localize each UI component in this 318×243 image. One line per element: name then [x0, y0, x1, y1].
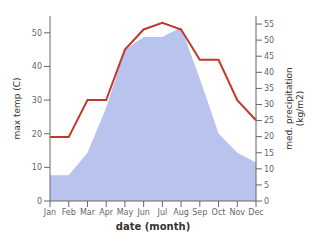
svg-text:10: 10	[264, 165, 274, 174]
svg-text:Feb: Feb	[62, 208, 76, 217]
svg-text:Nov: Nov	[229, 208, 245, 217]
svg-text:30: 30	[264, 100, 274, 109]
svg-text:Oct: Oct	[212, 208, 226, 217]
svg-text:20: 20	[264, 132, 274, 141]
svg-text:5: 5	[264, 181, 269, 190]
svg-text:May: May	[117, 208, 134, 217]
svg-text:Jul: Jul	[157, 208, 168, 217]
svg-text:Mar: Mar	[80, 208, 96, 217]
svg-text:15: 15	[264, 149, 274, 158]
svg-text:20: 20	[32, 130, 42, 139]
svg-text:Dec: Dec	[248, 208, 263, 217]
svg-text:40: 40	[32, 62, 42, 71]
svg-text:35: 35	[264, 84, 274, 93]
svg-text:0: 0	[37, 197, 42, 206]
svg-text:45: 45	[264, 52, 274, 61]
svg-text:10: 10	[32, 163, 42, 172]
svg-text:55: 55	[264, 20, 274, 29]
svg-text:Sep: Sep	[192, 208, 207, 217]
svg-text:50: 50	[264, 36, 274, 45]
svg-text:50: 50	[32, 29, 42, 38]
svg-text:40: 40	[264, 68, 274, 77]
svg-text:0: 0	[264, 197, 269, 206]
svg-text:Jan: Jan	[43, 208, 56, 217]
svg-text:Jun: Jun	[136, 208, 150, 217]
svg-text:date (month): date (month)	[116, 221, 190, 232]
svg-text:med. precipitation(kg/m2): med. precipitation(kg/m2)	[284, 67, 305, 149]
svg-text:Apr: Apr	[99, 208, 114, 217]
svg-text:Aug: Aug	[173, 208, 189, 217]
svg-text:30: 30	[32, 96, 42, 105]
svg-text:max temp (C): max temp (C)	[12, 77, 22, 139]
svg-text:25: 25	[264, 116, 274, 125]
